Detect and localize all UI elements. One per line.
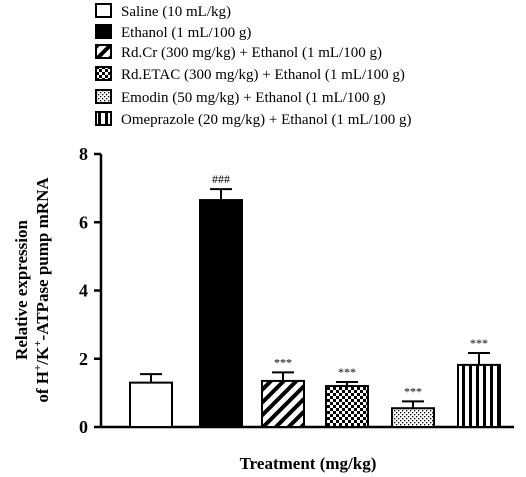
bar-group-0 — [129, 373, 173, 429]
legend-label-0: Saline (10 mL/kg) — [121, 4, 231, 20]
legend-label-4: Emodin (50 mg/kg) + Ethanol (1 mL/100 g) — [121, 90, 386, 106]
bar-2 — [261, 379, 305, 428]
y-tick-label-1: 2 — [79, 349, 88, 369]
y-ticks: 0 2 4 6 8 — [79, 144, 101, 437]
bar-group-5: *** — [457, 336, 501, 428]
legend-item-4: Emodin (50 mg/kg) + Ethanol (1 mL/100 g) — [95, 89, 386, 106]
legend-item-3: Rd.ETAC (300 mg/kg) + Ethanol (1 mL/100 … — [95, 66, 405, 83]
y-tick-label-3: 6 — [79, 212, 88, 232]
significance-label-4: *** — [404, 384, 422, 398]
y-axis-title-line-2: of H+/K+-ATPase pump mRNA — [32, 177, 52, 403]
legend-item-5: Omeprazole (20 mg/kg) + Ethanol (1 mL/10… — [95, 111, 411, 128]
legend-item-0: Saline (10 mL/kg) — [95, 3, 231, 20]
bar-group-3: *** — [325, 365, 369, 428]
bar-group-2: *** — [261, 355, 305, 428]
legend-item-1: Ethanol (1 mL/100 g) — [95, 24, 251, 41]
bar-0 — [129, 381, 173, 429]
legend: Saline (10 mL/kg) Ethanol (1 mL/100 g) R… — [95, 3, 411, 128]
bar-group-1: ### — [199, 172, 243, 428]
legend-swatch-4 — [95, 89, 112, 104]
bars: ### *** *** *** *** — [129, 172, 501, 429]
legend-item-2: Rd.Cr (300 mg/kg) + Ethanol (1 mL/100 g) — [95, 44, 382, 61]
y-tick-label-2: 4 — [79, 281, 88, 301]
legend-swatch-1 — [95, 24, 112, 39]
legend-label-1: Ethanol (1 mL/100 g) — [121, 25, 251, 41]
legend-swatch-3 — [95, 66, 112, 81]
significance-label-1: ### — [212, 172, 230, 186]
bar-group-4: *** — [391, 384, 435, 429]
x-axis-title: Treatment (mg/kg) — [240, 454, 377, 473]
bar-5 — [457, 363, 501, 428]
bar-1 — [199, 199, 243, 428]
y-axis-title-superscript-2: + — [32, 340, 44, 346]
significance-label-3: *** — [338, 365, 356, 379]
y-axis-title-part-2: /K — [33, 346, 52, 366]
bar-3 — [325, 385, 369, 428]
legend-label-3: Rd.ETAC (300 mg/kg) + Ethanol (1 mL/100 … — [121, 67, 405, 83]
y-tick-label-4: 8 — [79, 144, 88, 164]
legend-swatch-2 — [95, 44, 112, 59]
legend-swatch-0 — [95, 3, 112, 18]
bar-4 — [391, 407, 435, 429]
y-axis-title-part-1: of H — [33, 371, 52, 403]
y-axis-title-line-1: Relative expression — [12, 219, 31, 359]
y-axis-title-superscript-1: + — [32, 365, 44, 371]
legend-label-2: Rd.Cr (300 mg/kg) + Ethanol (1 mL/100 g) — [121, 45, 382, 61]
significance-label-2: *** — [274, 355, 292, 369]
y-tick-label-0: 0 — [79, 417, 88, 437]
y-axis-title-part-3: -ATPase pump mRNA — [33, 177, 52, 341]
significance-label-5: *** — [470, 336, 488, 350]
legend-label-5: Omeprazole (20 mg/kg) + Ethanol (1 mL/10… — [121, 112, 411, 128]
legend-swatch-5 — [95, 111, 112, 126]
